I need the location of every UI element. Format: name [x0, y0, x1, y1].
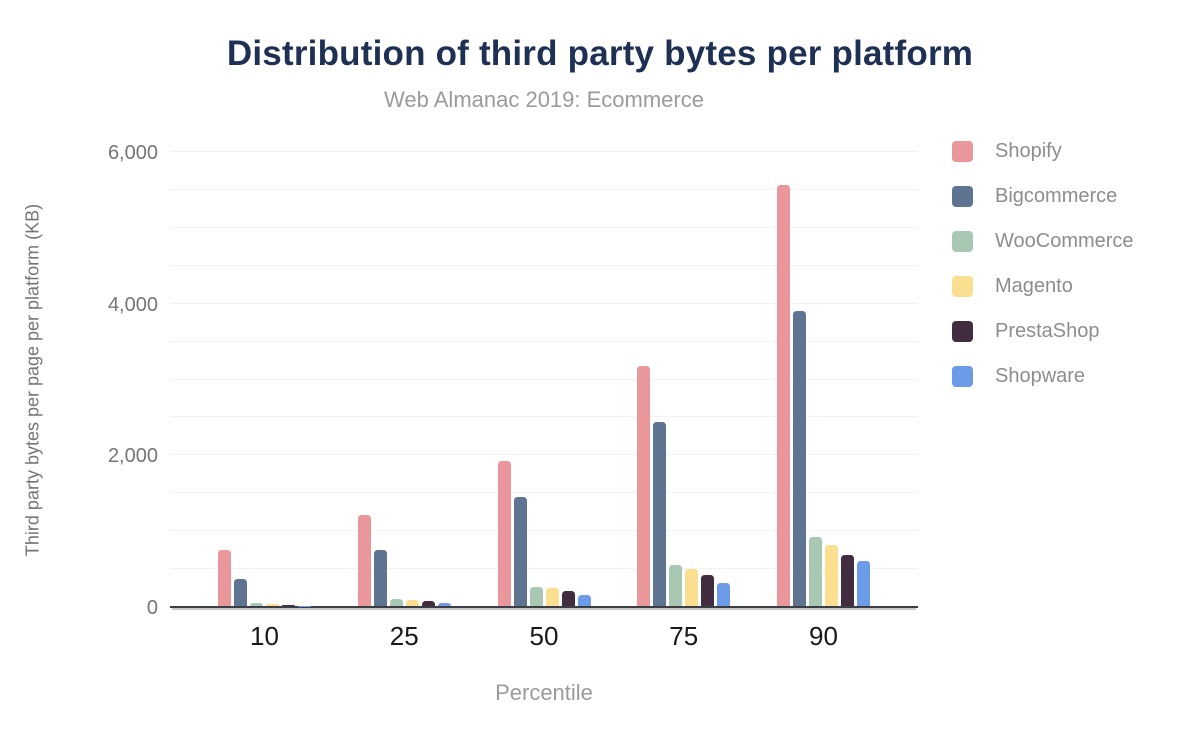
bar-group-p75 [637, 365, 731, 606]
bar-shopware-p75[interactable] [717, 582, 731, 606]
gridline-1000 [170, 530, 918, 532]
gridline-2500 [170, 416, 918, 418]
bar-prestashop-p75[interactable] [701, 574, 715, 606]
legend-item-woocommerce[interactable]: WooCommerce [952, 230, 1134, 252]
legend-label-magento: Magento [995, 275, 1073, 297]
bar-group-p50 [497, 460, 591, 606]
bar-woocommerce-p75[interactable] [669, 565, 683, 606]
bar-woocommerce-p10[interactable] [250, 603, 263, 606]
bar-bigcommerce-p75[interactable] [653, 422, 667, 606]
bar-shopify-p50[interactable] [497, 460, 511, 606]
legend-label-shopify: Shopify [995, 140, 1062, 162]
bar-shopware-p25[interactable] [437, 602, 451, 606]
x-axis-title: Percentile [495, 680, 593, 705]
bar-group-p90 [777, 184, 870, 606]
chart-subtitle: Web Almanac 2019: Ecommerce [384, 87, 704, 112]
gridline-3500 [170, 340, 918, 342]
legend-label-prestashop: PrestaShop [995, 320, 1100, 342]
bar-bigcommerce-p10[interactable] [234, 579, 247, 606]
legend-swatch-shopify [952, 141, 973, 162]
bar-bigcommerce-p25[interactable] [373, 549, 387, 606]
x-tick-90: 90 [809, 621, 838, 651]
legend-swatch-prestashop [952, 321, 973, 342]
gridline-4500 [170, 264, 918, 266]
x-tick-75: 75 [669, 621, 699, 651]
legend-swatch-shopware [952, 366, 973, 387]
legend-label-woocommerce: WooCommerce [995, 230, 1134, 252]
legend-item-shopware[interactable]: Shopware [952, 365, 1134, 387]
y-tick-4,000: 4,000 [107, 293, 158, 316]
bar-woocommerce-p25[interactable] [389, 599, 403, 606]
bar-woocommerce-p90[interactable] [809, 537, 822, 606]
bar-woocommerce-p50[interactable] [529, 587, 543, 606]
legend: Shopify Bigcommerce WooCommerce Magento Pres… [952, 140, 1134, 411]
legend-swatch-bigcommerce [952, 186, 973, 207]
legend-label-shopware: Shopware [995, 365, 1086, 387]
bar-magento-p75[interactable] [685, 568, 699, 606]
gridline-5500 [170, 188, 918, 190]
bar-shopify-p90[interactable] [777, 184, 790, 606]
bar-prestashop-p10[interactable] [282, 605, 295, 606]
bar-shopware-p90[interactable] [857, 560, 870, 606]
x-tick-25: 25 [389, 621, 419, 651]
bar-prestashop-p25[interactable] [421, 600, 435, 606]
legend-item-bigcommerce[interactable]: Bigcommerce [952, 185, 1134, 207]
bar-magento-p25[interactable] [405, 599, 419, 606]
gridline-4000 [170, 302, 918, 304]
bar-magento-p90[interactable] [825, 544, 838, 606]
bar-magento-p50[interactable] [545, 588, 559, 606]
bar-prestashop-p50[interactable] [561, 590, 575, 606]
x-tick-10: 10 [250, 621, 279, 651]
bar-shopware-p50[interactable] [577, 595, 591, 606]
gridline-500 [170, 568, 918, 570]
bar-prestashop-p90[interactable] [841, 555, 854, 606]
gridline-5000 [170, 226, 918, 228]
bar-group-p10 [218, 549, 311, 606]
x-axis-ticks: 10 25 50 75 90 [170, 618, 918, 654]
bar-bigcommerce-p90[interactable] [793, 310, 806, 606]
y-axis-ticks: 0 2,000 4,000 6,000 [0, 142, 158, 619]
legend-item-prestashop[interactable]: PrestaShop [952, 320, 1134, 342]
bar-bigcommerce-p50[interactable] [513, 497, 527, 606]
bar-shopify-p25[interactable] [357, 515, 371, 606]
bar-magento-p10[interactable] [266, 603, 279, 606]
y-tick-6,000: 6,000 [107, 142, 158, 164]
gridline-3000 [170, 378, 918, 380]
gridline-6000 [170, 151, 918, 152]
legend-label-bigcommerce: Bigcommerce [995, 185, 1118, 207]
y-tick-2,000: 2,000 [107, 445, 158, 468]
chart-title: Distribution of third party bytes per pl… [226, 34, 974, 73]
bar-group-p25 [357, 515, 451, 606]
gridline-1500 [170, 492, 918, 494]
legend-swatch-woocommerce [952, 231, 973, 252]
y-tick-0: 0 [146, 597, 158, 619]
bar-shopify-p10[interactable] [218, 549, 231, 606]
gridline-2000 [170, 454, 918, 456]
x-tick-50: 50 [529, 621, 559, 651]
legend-swatch-magento [952, 276, 973, 297]
legend-item-magento[interactable]: Magento [952, 275, 1134, 297]
plot-area [170, 151, 918, 608]
bar-shopify-p75[interactable] [637, 365, 651, 606]
legend-item-shopify[interactable]: Shopify [952, 140, 1134, 162]
